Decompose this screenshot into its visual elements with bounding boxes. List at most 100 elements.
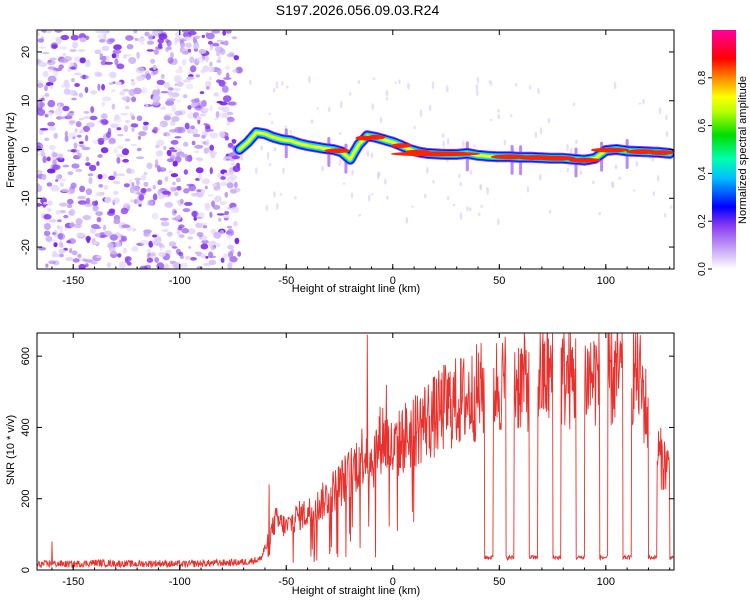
faint-blob: [459, 182, 463, 187]
noise-blob: [88, 164, 97, 172]
noise-blob: [209, 167, 213, 175]
faint-blob: [547, 117, 551, 124]
noise-blob: [212, 42, 220, 47]
noise-blob: [226, 121, 231, 126]
noise-blob: [233, 220, 238, 227]
noise-blob: [123, 54, 132, 57]
noise-blob: [209, 105, 213, 112]
noise-blob: [96, 191, 102, 197]
noise-blob: [194, 105, 204, 111]
faint-blob: [534, 131, 538, 138]
noise-blob: [79, 57, 86, 64]
noise-blob: [131, 115, 136, 121]
faint-blob: [281, 81, 284, 86]
noise-blob: [93, 226, 102, 230]
noise-blob: [64, 115, 73, 120]
noise-blob: [112, 190, 119, 196]
noise-blob: [233, 81, 237, 86]
noise-blob: [208, 251, 214, 258]
noise-blob: [101, 234, 108, 238]
noise-blob: [82, 125, 90, 132]
noise-blob: [167, 57, 174, 64]
noise-blob: [93, 255, 97, 259]
bottom-x-axis: -150 -100 -50 0 50 100: [51, 333, 671, 588]
noise-blob: [212, 183, 217, 187]
noise-blob: [188, 74, 194, 78]
noise-blob: [62, 53, 67, 56]
noise-blob: [98, 184, 104, 188]
noise-blob: [63, 88, 71, 95]
noise-blob: [227, 142, 234, 148]
noise-blob: [226, 182, 234, 189]
noise-blob: [153, 49, 159, 55]
noise-blob: [166, 231, 173, 237]
colorbar-tick-label: 0.0: [697, 262, 708, 276]
noise-blob: [216, 59, 222, 63]
noise-blob: [201, 34, 205, 39]
noise-blob: [112, 49, 122, 54]
top-y-tick-label: -10: [20, 190, 32, 206]
noise-blob: [62, 164, 70, 168]
noise-blob: [77, 152, 82, 158]
noise-blob: [232, 69, 239, 73]
noise-blob: [176, 81, 184, 87]
noise-blob: [149, 251, 157, 259]
noise-blob: [44, 84, 48, 92]
noise-blob: [136, 51, 140, 59]
noise-blob: [190, 65, 197, 73]
noise-blob: [84, 134, 89, 142]
noise-blob: [188, 246, 192, 249]
noise-blob: [166, 158, 175, 163]
faint-blob: [286, 85, 289, 89]
noise-blob: [69, 66, 76, 70]
faint-blob: [665, 130, 669, 138]
noise-blob: [146, 257, 154, 263]
noise-blob: [217, 106, 224, 111]
noise-blob: [60, 34, 70, 41]
noise-blob: [165, 46, 169, 53]
faint-blob: [480, 204, 484, 208]
noise-blob: [170, 51, 174, 59]
noise-blob: [143, 171, 148, 176]
noise-blob: [59, 202, 68, 207]
noise-blob: [171, 116, 180, 122]
noise-blob: [97, 137, 105, 144]
noise-blob: [170, 149, 178, 153]
noise-blob: [76, 232, 85, 237]
noise-blob: [109, 234, 118, 241]
noise-blob: [222, 95, 232, 103]
noise-blob: [194, 150, 199, 154]
noise-blob: [84, 86, 89, 93]
noise-blob: [76, 134, 82, 138]
noise-blob: [152, 193, 158, 201]
noise-blob: [195, 74, 200, 78]
noise-blob: [148, 33, 153, 41]
noise-blob: [45, 263, 49, 268]
noise-blob: [175, 155, 182, 163]
top-y-tick-label: 20: [20, 46, 32, 58]
noise-blob: [146, 40, 155, 45]
noise-blob: [163, 115, 171, 121]
noise-blob: [196, 232, 204, 237]
noise-blob: [113, 147, 118, 154]
noise-blob: [216, 39, 224, 43]
noise-blob: [122, 88, 130, 92]
noise-blob: [133, 30, 138, 34]
noise-blob: [100, 147, 109, 154]
noise-blob: [158, 251, 166, 257]
noise-blob: [74, 83, 80, 87]
noise-blob: [175, 87, 181, 92]
noise-blob: [169, 94, 174, 98]
noise-blob: [59, 210, 66, 214]
faint-blob: [442, 140, 445, 148]
noise-blob: [223, 156, 232, 159]
faint-blob: [273, 191, 276, 198]
noise-blob: [43, 201, 47, 205]
noise-blob: [160, 106, 167, 110]
noise-blob: [96, 255, 103, 259]
noise-blob: [109, 71, 117, 79]
noise-blob: [209, 144, 214, 151]
noise-blob: [167, 87, 174, 91]
noise-blob: [48, 218, 57, 223]
faint-blob: [275, 81, 279, 89]
